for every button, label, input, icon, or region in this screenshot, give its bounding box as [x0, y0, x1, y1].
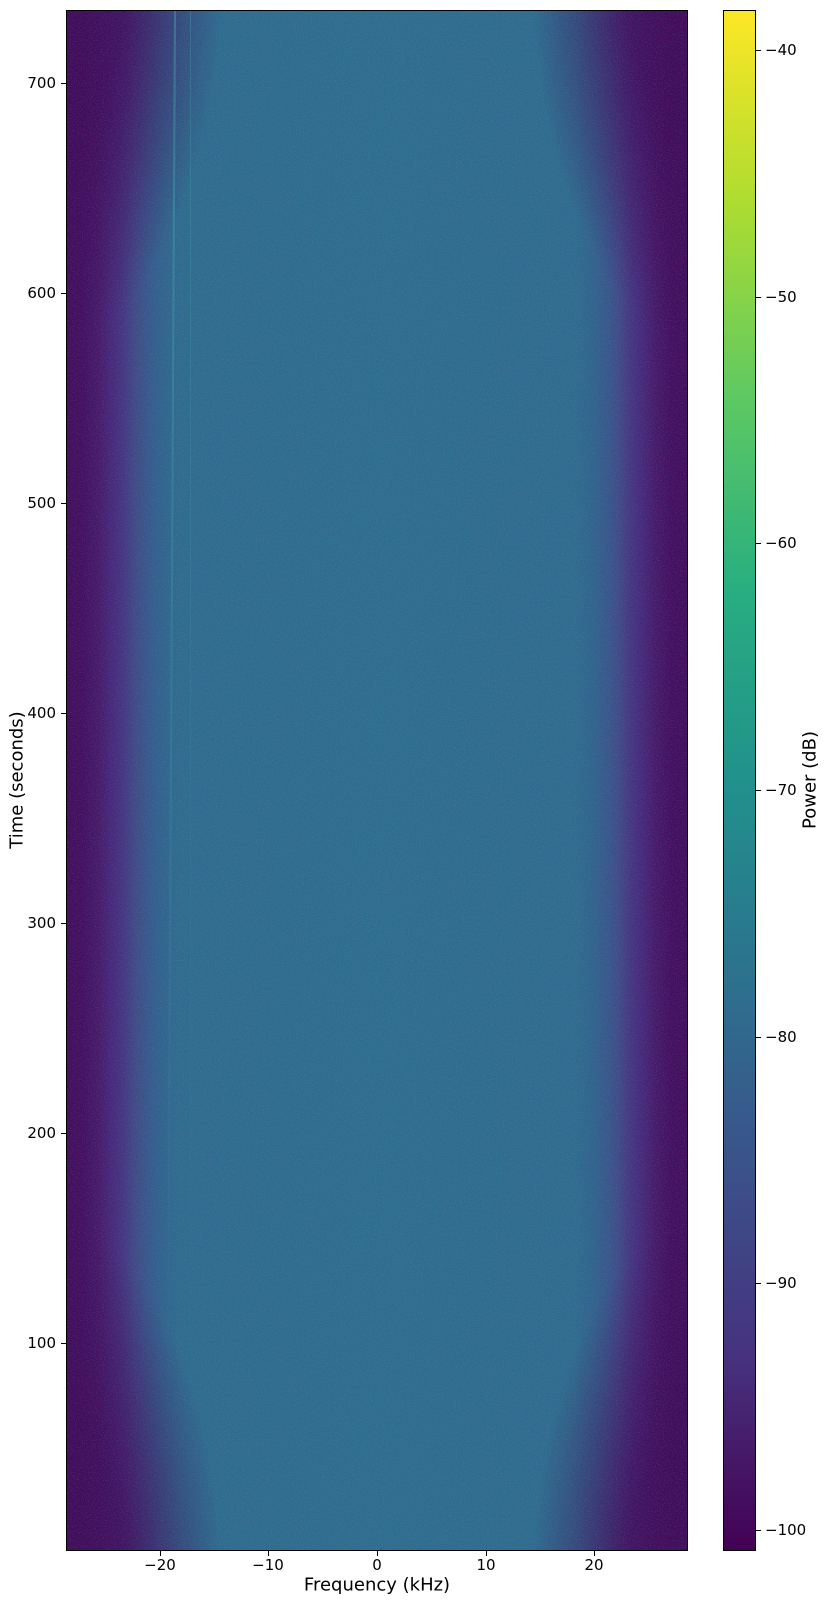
y-tick-label: 700 [27, 74, 56, 92]
tick-mark [756, 790, 761, 791]
y-tick-label: 200 [27, 1124, 56, 1142]
y-tick-label: 100 [27, 1334, 56, 1352]
spectrogram-heatmap-image [67, 10, 687, 1550]
tick-mark [160, 1551, 161, 1556]
x-tick-label: 20 [584, 1556, 604, 1574]
tick-mark [61, 713, 66, 714]
plot-area [66, 10, 688, 1551]
y-tick-label: 400 [27, 704, 56, 722]
tick-mark [756, 1530, 761, 1531]
tick-mark [61, 503, 66, 504]
y-axis-label: Time (seconds) [6, 711, 28, 849]
tick-mark [756, 297, 761, 298]
tick-mark [756, 543, 761, 544]
colorbar [723, 10, 756, 1551]
tick-mark [61, 293, 66, 294]
colorbar-tick-label: −40 [765, 41, 797, 59]
tick-mark [61, 1343, 66, 1344]
y-tick-label: 600 [27, 284, 56, 302]
x-tick-label: −20 [144, 1556, 176, 1574]
colorbar-tick-label: −70 [765, 781, 797, 799]
colorbar-gradient [724, 11, 755, 1550]
colorbar-tick-label: −100 [765, 1521, 807, 1539]
tick-mark [268, 1551, 269, 1556]
colorbar-tick-label: −50 [765, 288, 797, 306]
tick-mark [61, 1133, 66, 1134]
colorbar-axis-label: Power (dB) [799, 731, 821, 829]
tick-mark [756, 1037, 761, 1038]
x-tick-label: 0 [372, 1556, 382, 1574]
tick-mark [756, 1283, 761, 1284]
x-axis-label: Frequency (kHz) [303, 1574, 451, 1596]
y-tick-label: 500 [27, 494, 56, 512]
noise-texture-overlay [67, 11, 687, 1550]
tick-mark [61, 923, 66, 924]
x-tick-label: −10 [252, 1556, 284, 1574]
tick-mark [756, 50, 761, 51]
colorbar-tick-label: −60 [765, 534, 797, 552]
y-tick-label: 300 [27, 914, 56, 932]
tick-mark [61, 83, 66, 84]
colorbar-tick-label: −80 [765, 1028, 797, 1046]
tick-mark [486, 1551, 487, 1556]
tick-mark [377, 1551, 378, 1556]
tick-mark [594, 1551, 595, 1556]
colorbar-tick-label: −90 [765, 1274, 797, 1292]
x-tick-label: 10 [476, 1556, 496, 1574]
